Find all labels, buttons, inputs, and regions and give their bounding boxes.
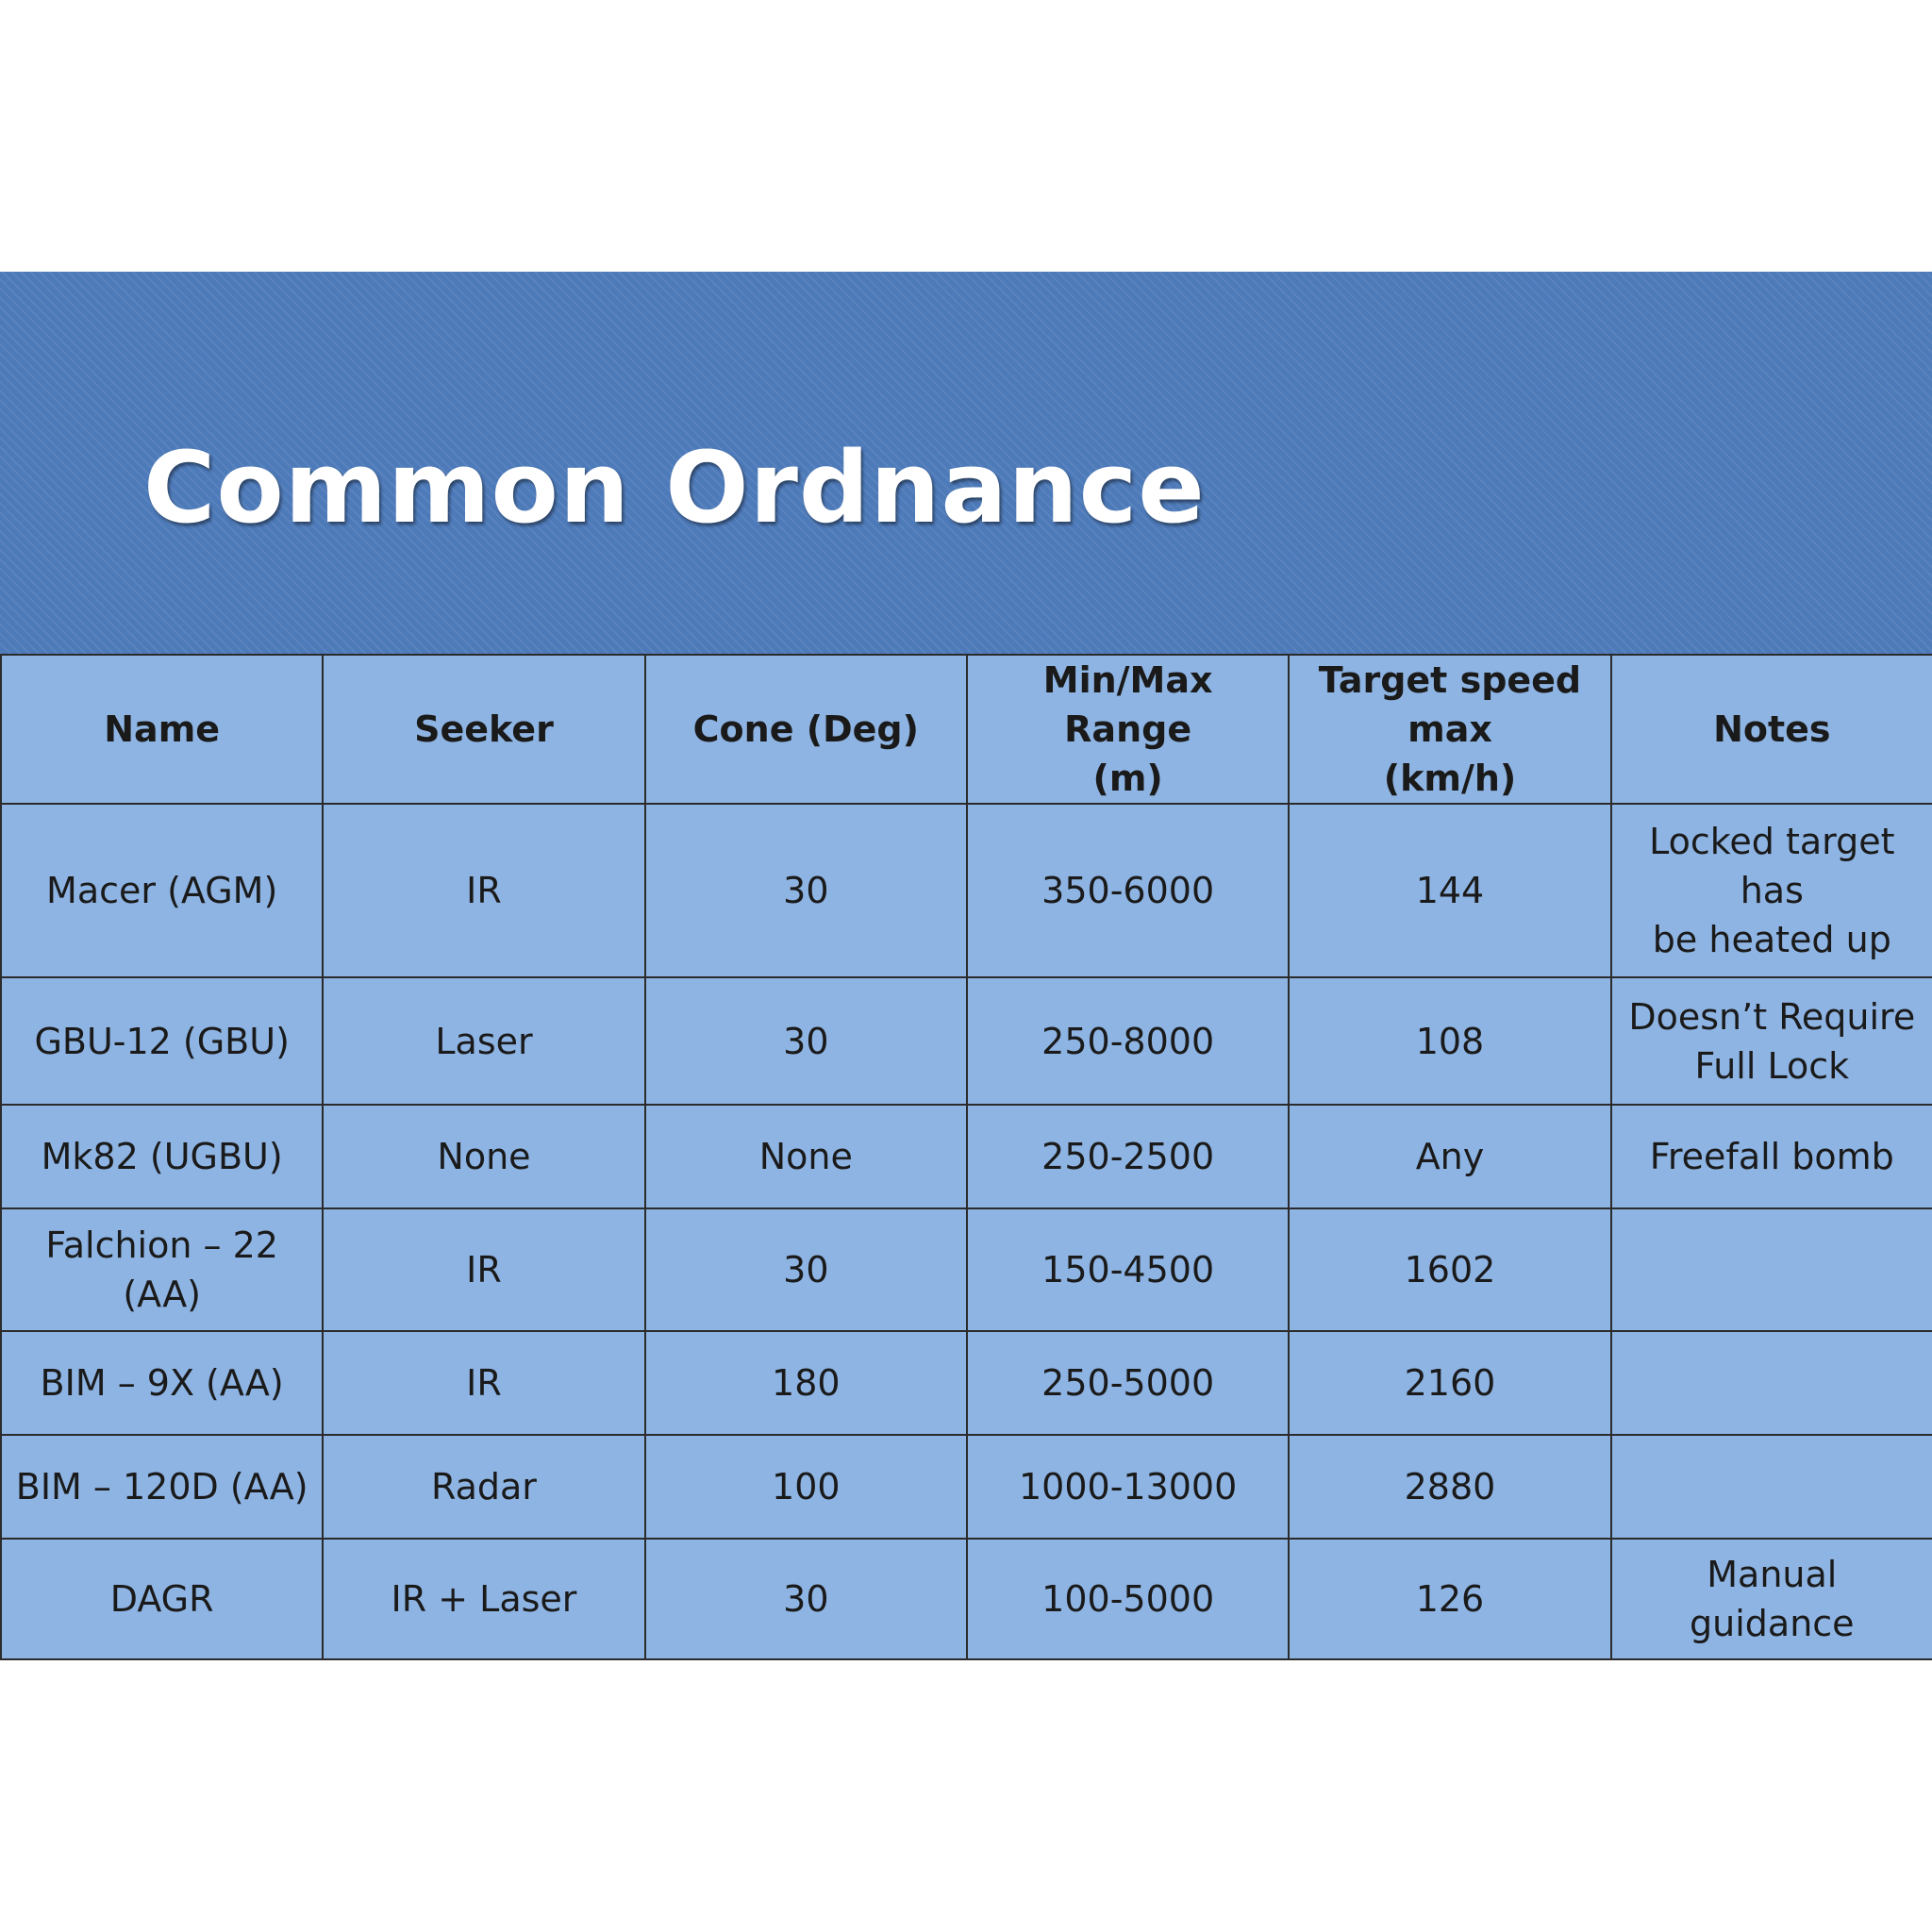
table-header-row: Name Seeker Cone (Deg) Min/Max Range (m)… — [0, 654, 1932, 805]
slide-title: Common Ordnance — [143, 430, 1206, 545]
cell-notes: Freefall bomb — [1609, 1104, 1932, 1209]
header-name-label: Name — [104, 708, 221, 750]
cell-range: 250-2500 — [965, 1104, 1291, 1209]
table-row: Macer (AGM) IR 30 350-6000 144 Locked ta… — [0, 803, 1932, 978]
cell-cone: 30 — [643, 1538, 968, 1660]
table-row: Falchion – 22 (AA) IR 30 150-4500 1602 — [0, 1208, 1932, 1332]
cell-name: Falchion – 22 (AA) — [0, 1208, 325, 1332]
cell-cone: 100 — [643, 1434, 968, 1540]
cell-name: BIM – 9X (AA) — [0, 1330, 325, 1436]
cell-range: 150-4500 — [965, 1208, 1291, 1332]
cell-notes — [1609, 1330, 1932, 1436]
cell-seeker: Laser — [322, 976, 646, 1106]
header-seeker: Seeker — [322, 654, 646, 805]
cell-speed: 108 — [1288, 976, 1612, 1106]
cell-speed: 2160 — [1288, 1330, 1612, 1436]
cell-speed: 126 — [1288, 1538, 1612, 1660]
cell-seeker: IR — [322, 1330, 646, 1436]
cell-name: Macer (AGM) — [0, 803, 325, 978]
cell-name: GBU-12 (GBU) — [0, 976, 325, 1106]
notes-line-1: Doesn’t Require — [1628, 995, 1916, 1038]
notes-line-2: be heated up — [1652, 919, 1891, 960]
cell-cone: 30 — [643, 1208, 968, 1332]
cell-speed: 144 — [1288, 803, 1612, 978]
header-range: Min/Max Range (m) — [965, 654, 1291, 805]
cell-seeker: IR — [322, 1208, 646, 1332]
cell-speed: 2880 — [1288, 1434, 1612, 1540]
cell-range: 350-6000 — [965, 803, 1291, 978]
cell-seeker: None — [322, 1104, 646, 1209]
cell-name: BIM – 120D (AA) — [0, 1434, 325, 1540]
cell-range: 250-5000 — [965, 1330, 1291, 1436]
table-row: DAGR IR + Laser 30 100-5000 126 Manual g… — [0, 1538, 1932, 1660]
header-cone-label: Cone (Deg) — [692, 708, 919, 750]
ordnance-table: Name Seeker Cone (Deg) Min/Max Range (m)… — [0, 654, 1932, 1660]
notes-line-2: Full Lock — [1694, 1044, 1850, 1087]
cell-cone: 30 — [643, 803, 968, 978]
cell-range: 100-5000 — [965, 1538, 1291, 1660]
cell-seeker: Radar — [322, 1434, 646, 1540]
table-row: BIM – 120D (AA) Radar 100 1000-13000 288… — [0, 1434, 1932, 1540]
header-range-unit: (m) — [1092, 758, 1163, 799]
table-row: GBU-12 (GBU) Laser 30 250-8000 108 Doesn… — [0, 976, 1932, 1106]
cell-speed: Any — [1288, 1104, 1612, 1209]
table-row: Mk82 (UGBU) None None 250-2500 Any Freef… — [0, 1104, 1932, 1209]
cell-notes: Locked target has be heated up — [1609, 803, 1932, 978]
cell-notes — [1609, 1434, 1932, 1540]
header-notes-label: Notes — [1713, 708, 1831, 750]
title-band — [0, 272, 1932, 654]
header-speed: Target speed max (km/h) — [1288, 654, 1612, 805]
cell-notes — [1609, 1208, 1932, 1332]
cell-cone: None — [643, 1104, 968, 1209]
cell-range: 250-8000 — [965, 976, 1291, 1106]
cell-speed: 1602 — [1288, 1208, 1612, 1332]
header-range-label: Min/Max Range — [1042, 659, 1213, 750]
table-row: BIM – 9X (AA) IR 180 250-5000 2160 — [0, 1330, 1932, 1436]
header-speed-unit: (km/h) — [1383, 758, 1517, 799]
cell-seeker: IR + Laser — [322, 1538, 646, 1660]
cell-notes: Manual guidance — [1609, 1538, 1932, 1660]
header-speed-label: Target speed max — [1318, 659, 1582, 750]
header-seeker-label: Seeker — [414, 708, 554, 750]
cell-range: 1000-13000 — [965, 1434, 1291, 1540]
cell-notes: Doesn’t Require Full Lock — [1609, 976, 1932, 1106]
header-notes: Notes — [1609, 654, 1932, 805]
notes-line-1: Locked target has — [1649, 821, 1895, 911]
cell-name: Mk82 (UGBU) — [0, 1104, 325, 1209]
cell-cone: 30 — [643, 976, 968, 1106]
cell-name: DAGR — [0, 1538, 325, 1660]
cell-seeker: IR — [322, 803, 646, 978]
cell-cone: 180 — [643, 1330, 968, 1436]
header-name: Name — [0, 654, 325, 805]
header-cone: Cone (Deg) — [643, 654, 968, 805]
